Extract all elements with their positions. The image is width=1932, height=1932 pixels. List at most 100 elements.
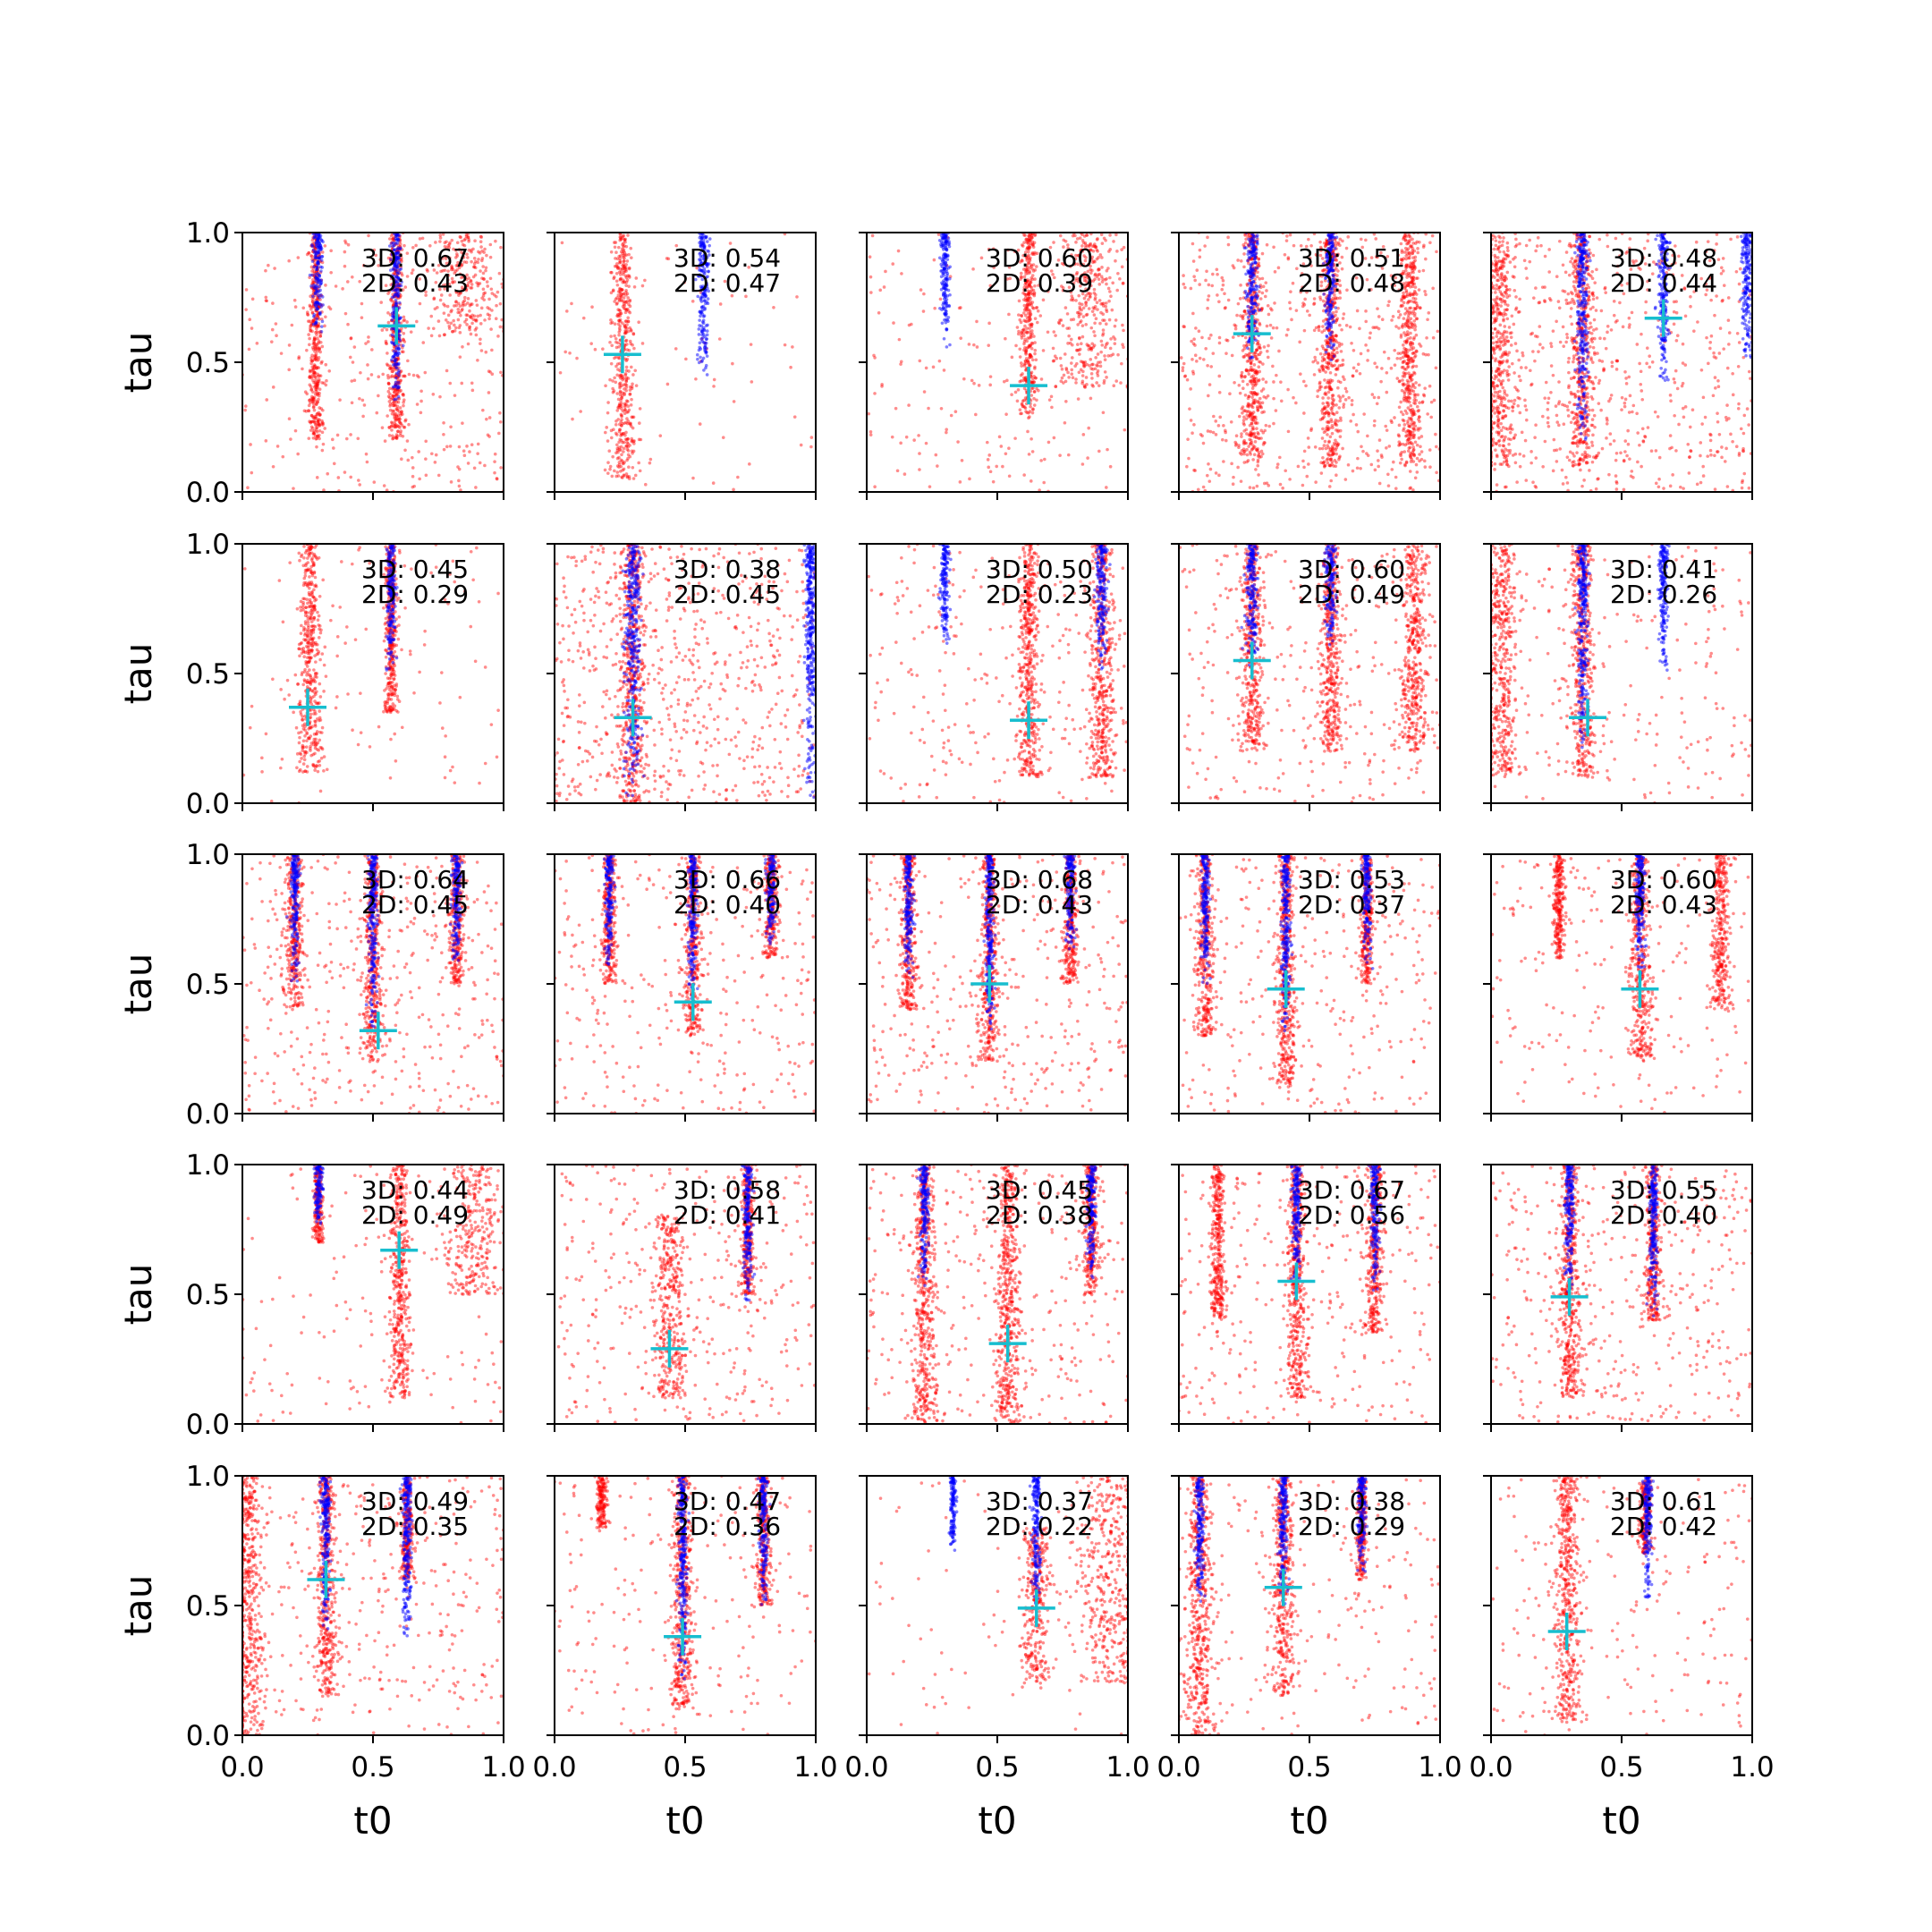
- red-point: [481, 265, 485, 268]
- red-point: [608, 467, 612, 471]
- red-point: [1023, 269, 1028, 274]
- red-point: [736, 475, 740, 479]
- red-point: [1018, 355, 1022, 359]
- red-point: [1024, 410, 1028, 413]
- red-point: [612, 275, 616, 279]
- red-point: [1087, 248, 1091, 252]
- red-point: [1098, 321, 1102, 326]
- red-point: [476, 358, 479, 362]
- red-point: [1030, 332, 1034, 335]
- y-axis-label: tau: [116, 332, 160, 394]
- red-point: [1025, 306, 1029, 309]
- red-point: [1252, 379, 1257, 384]
- red-point: [1343, 398, 1348, 402]
- red-point: [617, 330, 622, 335]
- red-point: [1411, 292, 1415, 296]
- red-point: [1329, 458, 1333, 462]
- red-point: [1022, 334, 1026, 338]
- red-point: [1091, 385, 1096, 388]
- red-point: [907, 323, 911, 327]
- red-point: [304, 410, 309, 413]
- red-point: [628, 298, 632, 302]
- red-point: [400, 410, 403, 414]
- red-point: [320, 430, 325, 435]
- red-point: [1026, 429, 1030, 434]
- red-point: [313, 337, 317, 342]
- red-point: [1375, 402, 1379, 406]
- red-point: [1075, 276, 1079, 281]
- red-point: [1032, 241, 1037, 245]
- red-point: [1080, 381, 1084, 386]
- red-point: [1329, 418, 1334, 421]
- red-point: [625, 343, 629, 346]
- red-point: [1123, 428, 1127, 432]
- red-point: [315, 426, 319, 429]
- red-point: [386, 320, 391, 325]
- red-point: [607, 449, 612, 453]
- red-point: [1261, 377, 1265, 381]
- red-point: [1428, 241, 1432, 245]
- red-point: [623, 323, 626, 327]
- red-point: [621, 468, 624, 472]
- red-point: [623, 319, 628, 323]
- red-point: [382, 484, 386, 487]
- red-point: [307, 409, 311, 413]
- red-point: [1039, 377, 1044, 381]
- red-point: [1250, 379, 1253, 384]
- red-point: [1237, 383, 1241, 387]
- red-point: [1030, 235, 1034, 240]
- red-point: [1049, 269, 1054, 273]
- red-point: [623, 437, 628, 441]
- red-point: [694, 377, 698, 381]
- red-point: [1085, 312, 1089, 317]
- blue-point: [696, 357, 699, 361]
- red-point: [616, 356, 621, 360]
- red-point: [1115, 250, 1119, 253]
- red-point: [1037, 284, 1040, 287]
- red-point: [311, 347, 316, 352]
- blue-point: [702, 341, 706, 344]
- red-point: [1025, 304, 1030, 308]
- red-point: [1266, 349, 1269, 353]
- red-point: [1116, 352, 1120, 357]
- red-point: [1022, 342, 1026, 346]
- red-point: [1322, 465, 1326, 469]
- red-point: [399, 271, 403, 275]
- red-point: [1192, 275, 1196, 278]
- red-point: [626, 377, 631, 380]
- red-point: [619, 292, 623, 297]
- red-point: [1028, 269, 1031, 274]
- red-point: [1239, 284, 1242, 287]
- red-point: [305, 348, 309, 352]
- blue-point: [396, 380, 401, 385]
- red-point: [454, 290, 458, 293]
- red-point: [392, 390, 396, 394]
- red-point: [1253, 351, 1257, 355]
- red-point: [310, 397, 315, 402]
- red-point: [396, 417, 401, 421]
- blue-point: [312, 283, 316, 287]
- red-point: [616, 450, 620, 454]
- red-point: [385, 342, 388, 346]
- red-point: [1021, 311, 1026, 315]
- red-point: [1431, 286, 1435, 291]
- red-point: [1022, 340, 1027, 343]
- red-point: [1210, 284, 1215, 288]
- red-point: [1271, 364, 1275, 369]
- red-point: [1305, 474, 1309, 479]
- red-point: [364, 342, 368, 345]
- red-point: [1004, 336, 1007, 341]
- red-point: [469, 279, 473, 284]
- red-point: [1204, 347, 1208, 351]
- red-point: [1073, 364, 1077, 369]
- red-point: [1032, 380, 1036, 384]
- red-point: [312, 380, 316, 385]
- red-point: [386, 394, 391, 399]
- red-point: [265, 299, 268, 303]
- blue-point: [391, 267, 395, 271]
- red-point: [454, 300, 458, 303]
- red-point: [1022, 275, 1027, 279]
- red-point: [1027, 343, 1031, 348]
- red-point: [1211, 272, 1215, 276]
- red-point: [1071, 296, 1074, 301]
